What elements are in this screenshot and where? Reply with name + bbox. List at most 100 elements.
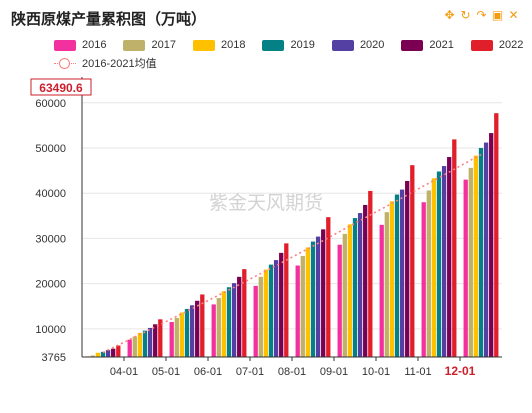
legend-label: 2020 — [359, 39, 385, 51]
legend-swatch — [401, 39, 424, 51]
x-tick-label: 07-01 — [236, 366, 264, 378]
bar-2016-09-01 — [337, 244, 342, 357]
legend-item-2016[interactable]: 2016 — [54, 39, 106, 51]
close-icon[interactable]: ✕ — [508, 8, 519, 22]
legend-label: 2017 — [151, 39, 176, 51]
legend-label: 2016-2021均值 — [82, 58, 157, 70]
legend-line-symbol — [54, 57, 76, 69]
bar-2022-11-01 — [452, 139, 457, 357]
bar-2019-06-01 — [226, 287, 232, 357]
bar-2018-04-01 — [137, 332, 143, 357]
bar-2017-04-01 — [132, 336, 137, 357]
bar-2017-09-01 — [342, 233, 347, 357]
x-tick-label: 06-01 — [194, 366, 222, 378]
bar-2016-07-01 — [253, 285, 258, 357]
legend-swatch — [192, 39, 215, 51]
bar-2021-12-01 — [489, 133, 494, 357]
x-tick-label: 08-01 — [278, 366, 306, 378]
bar-2022-06-01 — [242, 269, 247, 357]
bar-2020-05-01 — [189, 305, 195, 357]
bar-2020-12-01 — [483, 142, 489, 357]
bar-2019-05-01 — [184, 308, 190, 357]
y-tick-label: 40000 — [35, 188, 66, 200]
bar-2018-10-01 — [389, 201, 395, 357]
bar-2022-03-01 — [116, 345, 121, 357]
y-tick-label: 10000 — [35, 324, 66, 336]
move-icon[interactable]: ✥ — [444, 8, 455, 22]
bar-2020-03-01 — [105, 350, 111, 357]
legend-item-average[interactable]: 2016-2021均值 — [54, 55, 157, 71]
legend-item-2022[interactable]: 2022 — [470, 39, 524, 51]
bar-2016-06-01 — [211, 304, 216, 357]
x-tick-label: 05-01 — [152, 366, 180, 378]
bar-2018-09-01 — [347, 224, 353, 357]
bar-2021-05-01 — [195, 300, 200, 357]
x-tick-label: 10-01 — [362, 366, 390, 378]
legend-label: 2022 — [498, 39, 524, 51]
refresh-icon[interactable]: ↻ — [460, 8, 471, 22]
bar-2017-05-01 — [174, 317, 179, 357]
legend-swatch — [262, 39, 285, 51]
bar-2022-08-01 — [326, 217, 331, 357]
legend-row-years: 2016 2017 2018 2019 2020 2021 2022 — [54, 36, 524, 54]
bar-2022-05-01 — [200, 294, 205, 357]
bar-2018-11-01 — [431, 178, 437, 357]
bar-2017-08-01 — [300, 256, 305, 357]
y-tick-label: 30000 — [35, 233, 66, 245]
bar-2018-07-01 — [263, 269, 269, 357]
bar-2016-12-01 — [463, 179, 468, 357]
share-icon[interactable]: ↷ — [476, 8, 487, 22]
bar-2019-08-01 — [310, 241, 316, 357]
bar-2017-12-01 — [468, 167, 473, 357]
bar-2020-09-01 — [357, 213, 363, 357]
bar-2019-03-01 — [100, 351, 106, 357]
bar-2018-06-01 — [221, 291, 227, 357]
bar-2020-06-01 — [231, 283, 237, 357]
save-image-icon[interactable]: ▣ — [491, 8, 504, 22]
legend-swatch — [331, 39, 354, 51]
y-tick-label: 60000 — [35, 98, 66, 110]
bar-2016-08-01 — [295, 265, 300, 357]
legend-swatch — [470, 39, 493, 51]
legend-item-2018[interactable]: 2018 — [192, 39, 246, 51]
bar-2021-09-01 — [363, 204, 368, 357]
bar-2019-12-01 — [478, 147, 484, 357]
bar-2022-10-01 — [410, 165, 415, 357]
legend-item-2020[interactable]: 2020 — [331, 39, 385, 51]
bar-2022-04-01 — [158, 319, 163, 357]
legend-swatch — [123, 39, 146, 51]
y-min-label: 3765 — [42, 352, 66, 364]
x-tick-label: 11-01 — [404, 366, 431, 378]
bar-2017-11-01 — [426, 190, 431, 357]
bar-2021-08-01 — [321, 229, 326, 357]
legend-label: 2021 — [429, 39, 454, 51]
legend-row-average: 2016-2021均值 — [54, 54, 524, 72]
y-tick-label: 50000 — [35, 143, 66, 155]
bar-2020-08-01 — [315, 236, 321, 357]
legend-label: 2019 — [290, 39, 315, 51]
bar-2019-11-01 — [436, 171, 442, 357]
bar-2017-10-01 — [384, 212, 389, 357]
bar-2021-11-01 — [447, 157, 452, 357]
legend-label: 2018 — [220, 39, 246, 51]
bar-2018-12-01 — [473, 155, 479, 357]
y-max-label: 63490.6 — [39, 81, 83, 95]
legend-item-2021[interactable]: 2021 — [401, 39, 454, 51]
bar-2016-11-01 — [421, 202, 426, 357]
bar-2021-03-01 — [111, 348, 116, 357]
bar-2017-06-01 — [216, 298, 221, 357]
legend-swatch — [54, 39, 76, 51]
bar-2019-07-01 — [268, 264, 274, 357]
bar-2016-05-01 — [169, 322, 174, 357]
legend-item-2019[interactable]: 2019 — [262, 39, 315, 51]
bar-2022-07-01 — [284, 243, 289, 357]
bar-2017-07-01 — [258, 276, 263, 357]
chart-title: 陕西原煤产量累积图（万吨） — [11, 12, 207, 28]
bar-2019-10-01 — [394, 194, 400, 357]
legend-item-2017[interactable]: 2017 — [123, 39, 176, 51]
bar-2020-07-01 — [273, 260, 279, 357]
y-tick-label: 20000 — [35, 279, 66, 291]
bar-2020-10-01 — [399, 189, 405, 357]
